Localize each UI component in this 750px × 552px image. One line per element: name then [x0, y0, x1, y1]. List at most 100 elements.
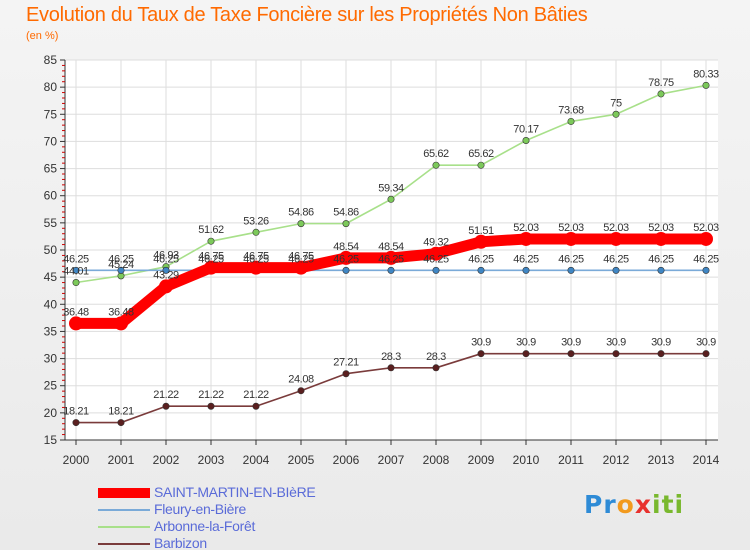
- data-label: 53.26: [243, 215, 269, 227]
- data-point: [612, 350, 620, 358]
- data-point: [477, 161, 485, 169]
- x-tick-label: 2013: [648, 453, 675, 467]
- data-label: 46.25: [468, 253, 494, 265]
- data-point: [342, 370, 350, 378]
- data-label: 27.21: [333, 357, 359, 369]
- data-point: [72, 279, 80, 287]
- data-point: [567, 350, 575, 358]
- data-label: 21.22: [243, 389, 269, 401]
- data-label: 30.9: [606, 337, 626, 349]
- data-point: [612, 266, 620, 274]
- data-point: [657, 350, 665, 358]
- y-tick-label: 70: [44, 134, 58, 148]
- data-point: [297, 220, 305, 228]
- data-label: 46.25: [648, 253, 674, 265]
- data-labels: 44.01 45.24 46.93 51.62 53.26 54.86 54.86 59.34…: [63, 68, 719, 417]
- data-label: 80.33: [693, 68, 719, 80]
- y-tick-label: 75: [44, 107, 58, 121]
- data-point: [294, 260, 308, 275]
- data-label: 52.03: [693, 222, 719, 234]
- y-tick-label: 55: [44, 216, 58, 230]
- data-label: 46.25: [378, 253, 404, 265]
- x-tick-label: 2006: [333, 453, 360, 467]
- chart-title: Evolution du Taux de Taxe Foncière sur l…: [26, 4, 588, 26]
- data-point: [609, 231, 623, 246]
- y-tick-label: 60: [44, 189, 58, 203]
- data-label: 18.21: [108, 406, 134, 418]
- data-label: 28.3: [426, 351, 446, 363]
- data-point: [612, 110, 620, 118]
- data-point: [384, 250, 398, 265]
- data-label: 52.03: [603, 222, 629, 234]
- chart-subtitle: (en %): [26, 30, 59, 42]
- data-label: 46.75: [243, 251, 269, 263]
- data-label: 36.48: [108, 306, 134, 318]
- data-point: [387, 195, 395, 203]
- data-label: 30.9: [561, 337, 581, 349]
- data-point: [249, 260, 263, 275]
- data-label: 24.08: [288, 374, 314, 386]
- data-label: 46.25: [558, 253, 584, 265]
- data-label: 73.68: [558, 104, 584, 116]
- data-label: 46.93: [153, 250, 179, 262]
- data-label: 21.22: [153, 389, 179, 401]
- data-point: [342, 266, 350, 274]
- x-tick-label: 2011: [558, 453, 584, 467]
- data-point: [477, 350, 485, 358]
- data-label: 44.01: [63, 266, 89, 278]
- data-label: 46.25: [423, 253, 449, 265]
- data-point: [162, 402, 170, 410]
- data-label: 78.75: [648, 77, 674, 89]
- data-point: [252, 402, 260, 410]
- data-label: 46.25: [198, 253, 224, 265]
- data-point: [477, 266, 485, 274]
- data-label: 65.62: [468, 148, 494, 160]
- data-label: 46.25: [693, 253, 719, 265]
- y-tick-label: 65: [44, 162, 58, 176]
- data-label: 43.29: [153, 269, 179, 281]
- data-label: 48.54: [378, 241, 404, 253]
- y-tick-label: 35: [44, 324, 58, 338]
- data-point: [204, 260, 218, 275]
- x-tick-label: 2002: [153, 453, 180, 467]
- data-label: 54.86: [288, 207, 314, 219]
- logo-letter: o: [616, 490, 635, 519]
- data-point: [699, 231, 713, 246]
- data-label: 46.25: [288, 253, 314, 265]
- data-label: 18.21: [63, 406, 89, 418]
- data-label: 52.03: [558, 222, 584, 234]
- data-point: [429, 246, 443, 261]
- data-label: 30.9: [696, 337, 716, 349]
- logo-letter: i: [652, 490, 662, 519]
- data-point: [522, 137, 530, 145]
- data-point: [474, 234, 488, 249]
- logo-letter: i: [674, 490, 685, 519]
- data-point: [657, 266, 665, 274]
- data-label: 65.62: [423, 148, 449, 160]
- grid-lines: [65, 59, 718, 441]
- data-label: 54.86: [333, 207, 359, 219]
- data-point: [342, 220, 350, 228]
- data-point: [519, 231, 533, 246]
- x-tick-label: 2009: [468, 453, 495, 467]
- data-point: [702, 266, 710, 274]
- data-point: [432, 364, 440, 372]
- data-label: 49.32: [423, 237, 449, 249]
- x-tick-label: 2005: [288, 453, 315, 467]
- x-tick-label: 2008: [423, 453, 450, 467]
- legend-swatch: [98, 488, 150, 498]
- legend-swatch: [98, 543, 150, 545]
- data-point: [72, 419, 80, 427]
- data-point: [117, 419, 125, 427]
- legend-label: SAINT-MARTIN-EN-BIèRE: [154, 484, 316, 500]
- data-label: 75: [610, 97, 622, 109]
- data-point: [339, 250, 353, 265]
- y-tick-label: 85: [44, 53, 58, 67]
- data-label: 46.25: [513, 253, 539, 265]
- data-label: 46.25: [243, 253, 269, 265]
- data-point: [432, 161, 440, 169]
- data-label: 59.34: [378, 182, 404, 194]
- data-point: [117, 266, 125, 274]
- legend-swatch: [98, 509, 150, 511]
